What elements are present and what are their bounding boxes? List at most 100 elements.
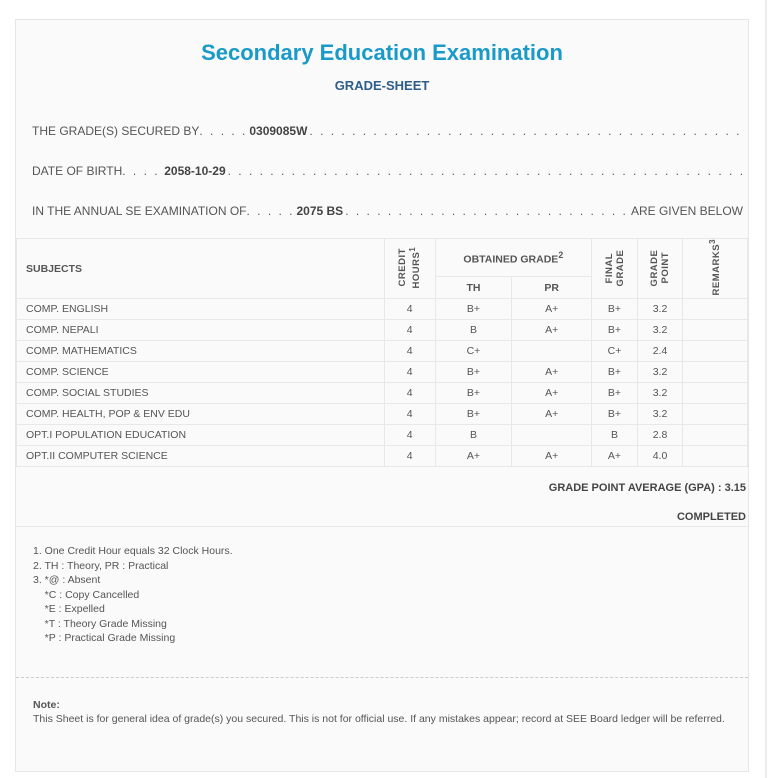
dashed-divider [16, 677, 748, 678]
exam-suffix: ARE GIVEN BELOW [630, 204, 743, 218]
secured-by-label: THE GRADE(S) SECURED BY [32, 124, 200, 138]
table-row: COMP. HEALTH, POP & ENV EDU 4 B+ A+ B+ 3.2 [16, 403, 748, 426]
cell-credit: 4 [383, 424, 436, 447]
footnotes: 1. One Credit Hour equals 32 Clock Hours… [33, 544, 233, 646]
cell-final: B+ [591, 361, 638, 384]
cell-th: B+ [434, 403, 513, 426]
cell-gp: 2.8 [637, 424, 683, 447]
divider [16, 526, 748, 527]
cell-pr: A+ [511, 298, 592, 321]
exam-line: IN THE ANNUAL SE EXAMINATION OF . . . . … [32, 204, 743, 218]
cell-subject: COMP. ENGLISH [16, 298, 385, 321]
cell-pr: A+ [511, 382, 592, 405]
note-label: Note: [33, 699, 60, 711]
cell-pr: A+ [511, 319, 592, 342]
cell-credit: 4 [383, 445, 436, 468]
cell-gp: 3.2 [637, 382, 683, 405]
footnote-item: *E : Expelled [33, 603, 105, 615]
cell-th: B+ [434, 382, 513, 405]
cell-gp: 3.2 [637, 298, 683, 321]
header-final-grade: FINAL GRADE [591, 237, 638, 300]
symbol-number: 0309085W [249, 124, 308, 138]
cell-th: B [434, 319, 513, 342]
cell-remarks [682, 382, 748, 405]
gpa-value: GRADE POINT AVERAGE (GPA) : 3.15 [548, 482, 746, 494]
footnote-item: 2. TH : Theory, PR : Practical [33, 559, 169, 572]
footnote-item: *P : Practical Grade Missing [33, 632, 176, 644]
cell-gp: 3.2 [637, 361, 683, 384]
header-grade-point: GRADE POINT [637, 237, 683, 300]
header-subjects: SUBJECTS [16, 237, 385, 300]
cell-remarks [682, 445, 748, 468]
cell-pr: A+ [511, 445, 592, 468]
dob-line: DATE OF BIRTH . . . . . . 2058-10-29 . .… [32, 164, 743, 178]
cell-pr: A+ [511, 361, 592, 384]
cell-pr [511, 424, 592, 447]
cell-remarks [682, 340, 748, 363]
cell-pr [511, 340, 592, 363]
cell-final: C+ [591, 340, 638, 363]
cell-final: B [591, 424, 638, 447]
cell-subject: COMP. SOCIAL STUDIES [16, 382, 385, 405]
table-row: COMP. ENGLISH 4 B+ A+ B+ 3.2 [16, 298, 748, 321]
scrollbar[interactable] [765, 0, 767, 778]
cell-th: C+ [434, 340, 513, 363]
cell-final: B+ [591, 403, 638, 426]
page-title: Secondary Education Examination [201, 40, 563, 65]
cell-pr: A+ [511, 403, 592, 426]
header-credit-hours: CREDIT HOURS1 [383, 237, 436, 300]
exam-year: 2075 BS [296, 204, 344, 218]
cell-remarks [682, 424, 748, 447]
cell-remarks [682, 403, 748, 426]
cell-th: A+ [434, 445, 513, 468]
cell-credit: 4 [383, 382, 436, 405]
table-row: COMP. SOCIAL STUDIES 4 B+ A+ B+ 3.2 [16, 382, 748, 405]
cell-gp: 3.2 [637, 403, 683, 426]
note-text: This Sheet is for general idea of grade(… [33, 713, 725, 725]
header-remarks: REMARKS3 [682, 237, 748, 300]
cell-gp: 2.4 [637, 340, 683, 363]
footnote-item: *C : Copy Cancelled [33, 588, 140, 601]
dob-label: DATE OF BIRTH [32, 164, 123, 178]
footnote-item: 1. One Credit Hour equals 32 Clock Hours… [33, 545, 233, 557]
cell-remarks [682, 298, 748, 321]
cell-final: B+ [591, 298, 638, 321]
cell-gp: 3.2 [637, 319, 683, 342]
cell-credit: 4 [383, 361, 436, 384]
footnote-item: *T : Theory Grade Missing [33, 617, 167, 630]
page-subtitle: GRADE-SHEET [334, 78, 430, 93]
cell-credit: 4 [383, 403, 436, 426]
cell-credit: 4 [383, 319, 436, 342]
cell-th: B [434, 424, 513, 447]
table-row: OPT.II COMPUTER SCIENCE 4 A+ A+ A+ 4.0 [16, 445, 748, 468]
footnote-item: 3. *@ : Absent [33, 574, 101, 586]
cell-th: B+ [434, 361, 513, 384]
cell-subject: COMP. SCIENCE [16, 361, 385, 384]
table-row: COMP. MATHEMATICS 4 C+ C+ 2.4 [16, 340, 748, 363]
cell-remarks [682, 319, 748, 342]
grades-table: SUBJECTS CREDIT HOURS1 OBTAINED GRADE2 F… [16, 237, 748, 468]
exam-label: IN THE ANNUAL SE EXAMINATION OF [32, 204, 247, 218]
cell-gp: 4.0 [637, 445, 683, 468]
cell-final: B+ [591, 319, 638, 342]
grade-sheet: Secondary Education Examination GRADE-SH… [15, 19, 749, 772]
cell-remarks [682, 361, 748, 384]
cell-subject: OPT.I POPULATION EDUCATION [16, 424, 385, 447]
header-obtained-grade: OBTAINED GRADE2 [434, 238, 593, 277]
table-row: OPT.I POPULATION EDUCATION 4 B B 2.8 [16, 424, 748, 447]
cell-th: B+ [434, 298, 513, 321]
header-pr: PR [511, 275, 592, 300]
table-row: COMP. NEPALI 4 B A+ B+ 3.2 [16, 319, 748, 342]
cell-final: B+ [591, 382, 638, 405]
dob-value: 2058-10-29 [164, 164, 226, 178]
table-row: COMP. SCIENCE 4 B+ A+ B+ 3.2 [16, 361, 748, 384]
status-badge: COMPLETED [676, 511, 746, 523]
secured-by-line: THE GRADE(S) SECURED BY . . . . . . . 03… [32, 124, 743, 138]
cell-credit: 4 [383, 298, 436, 321]
cell-subject: COMP. MATHEMATICS [16, 340, 385, 363]
cell-subject: COMP. NEPALI [16, 319, 385, 342]
cell-subject: OPT.II COMPUTER SCIENCE [16, 445, 385, 468]
cell-subject: COMP. HEALTH, POP & ENV EDU [16, 403, 385, 426]
cell-final: A+ [591, 445, 638, 468]
disclaimer: Note: This Sheet is for general idea of … [33, 698, 733, 726]
